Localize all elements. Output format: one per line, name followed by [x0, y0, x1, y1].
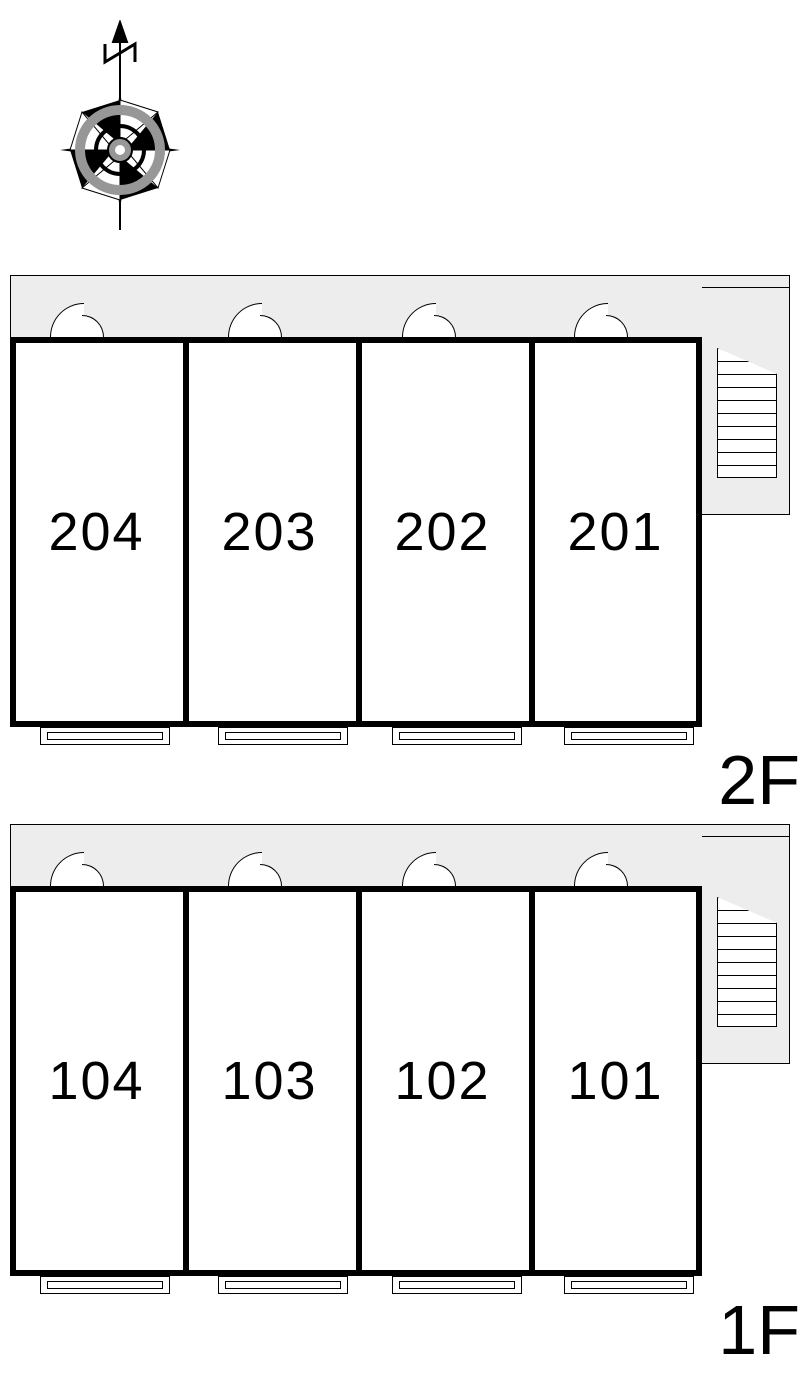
units-row-2f: 204 203 202 201 [10, 337, 702, 727]
floor-1f-block: 104 103 102 101 [10, 824, 790, 1324]
floor-label-2f: 2F [718, 740, 800, 820]
door-201 [574, 301, 644, 337]
door-102 [402, 850, 472, 886]
stair-area-2f [702, 287, 790, 515]
door-104 [50, 850, 120, 886]
stairs-1f [717, 897, 777, 1027]
unit-104: 104 [10, 886, 183, 1276]
units-row-1f: 104 103 102 101 [10, 886, 702, 1276]
unit-label: 104 [48, 1050, 144, 1112]
door-101 [574, 850, 644, 886]
unit-103: 103 [183, 886, 356, 1276]
compass-rose [45, 20, 195, 250]
door-204 [50, 301, 120, 337]
balcony-103 [218, 1276, 348, 1294]
balcony-202 [392, 727, 522, 745]
unit-label: 203 [221, 501, 317, 563]
door-202 [402, 301, 472, 337]
floor-label-1f: 1F [718, 1290, 800, 1370]
unit-102: 102 [356, 886, 529, 1276]
balcony-104 [40, 1276, 170, 1294]
unit-label: 201 [567, 501, 663, 563]
corridor-2f [10, 275, 790, 337]
unit-203: 203 [183, 337, 356, 727]
door-103 [228, 850, 298, 886]
unit-label: 102 [394, 1050, 490, 1112]
unit-label: 103 [221, 1050, 317, 1112]
unit-label: 204 [48, 501, 144, 563]
door-203 [228, 301, 298, 337]
floor-2f-block: 204 203 202 201 [10, 275, 790, 775]
unit-101: 101 [529, 886, 702, 1276]
balcony-201 [564, 727, 694, 745]
unit-label: 202 [394, 501, 490, 563]
balcony-101 [564, 1276, 694, 1294]
balcony-102 [392, 1276, 522, 1294]
corridor-1f [10, 824, 790, 886]
unit-label: 101 [567, 1050, 663, 1112]
unit-204: 204 [10, 337, 183, 727]
balcony-204 [40, 727, 170, 745]
stairs-2f [717, 348, 777, 478]
unit-201: 201 [529, 337, 702, 727]
unit-202: 202 [356, 337, 529, 727]
stair-area-1f [702, 836, 790, 1064]
balcony-203 [218, 727, 348, 745]
